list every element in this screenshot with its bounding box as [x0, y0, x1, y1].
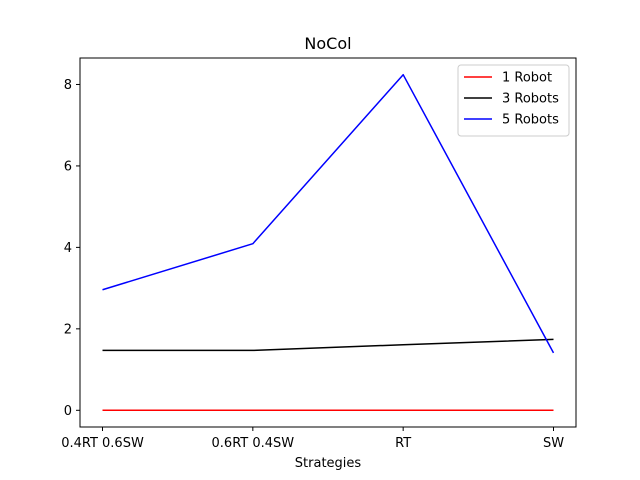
- x-tick-label: 0.6RT 0.4SW: [212, 436, 295, 451]
- y-tick-label: 0: [64, 404, 72, 419]
- y-axis: 0 2 4 6 8: [64, 78, 80, 419]
- plot-lines: [102, 73, 555, 412]
- plot-frame: [79, 57, 577, 428]
- legend-label: 1 Robot: [502, 71, 552, 86]
- chart-title: NoCol: [304, 34, 351, 53]
- legend-label: 5 Robots: [502, 113, 559, 128]
- y-tick-label: 4: [64, 241, 72, 256]
- series-line-5-robots: [102, 73, 555, 354]
- legend-label: 3 Robots: [502, 92, 559, 107]
- x-tick-label: 0.4RT 0.6SW: [61, 436, 144, 451]
- y-tick-label: 2: [64, 322, 72, 337]
- series-line-3-robots: [102, 338, 554, 352]
- x-tick-label: RT: [395, 436, 411, 451]
- x-tick-label: SW: [543, 436, 564, 451]
- y-tick-label: 6: [64, 159, 72, 174]
- x-axis: 0.4RT 0.6SW 0.6RT 0.4SW RT SW: [61, 427, 564, 451]
- x-axis-title: Strategies: [295, 456, 362, 471]
- y-tick-label: 8: [64, 78, 72, 93]
- legend: 1 Robot 3 Robots 5 Robots: [457, 64, 570, 137]
